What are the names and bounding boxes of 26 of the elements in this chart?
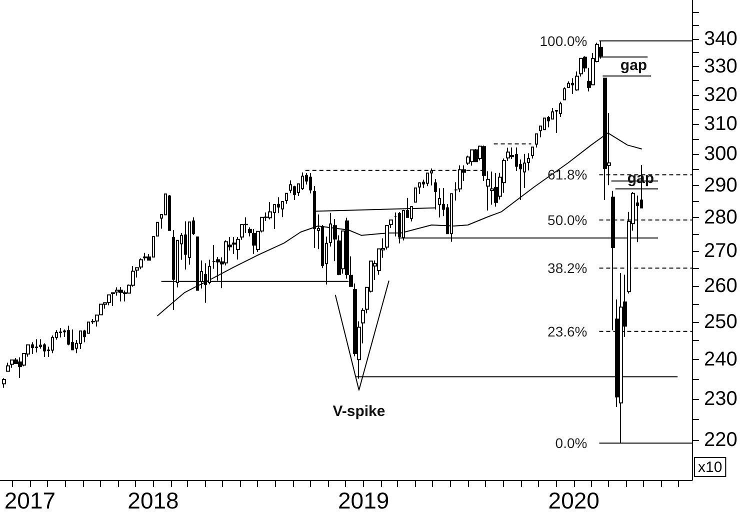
y-tick-label: 340	[704, 28, 738, 50]
y-tick-label: 240	[704, 348, 738, 371]
y-tick-label: 250	[704, 311, 738, 334]
y-tick-label: 320	[704, 84, 738, 106]
x-tick-label: 2020	[548, 488, 600, 514]
annotation: V-spike	[332, 403, 386, 420]
y-tick-label: 290	[704, 174, 738, 196]
x-tick-label: 2018	[128, 488, 179, 514]
y-tick-label: 280	[704, 206, 738, 229]
y-tick-label: 310	[704, 113, 738, 136]
y-tick-label: 330	[704, 55, 738, 78]
y-tick-label: 300	[704, 143, 738, 166]
annotation: 61.8%	[548, 166, 588, 183]
annotation: 50.0%	[548, 212, 588, 228]
y-tick-label: 270	[704, 240, 738, 262]
annotation: 23.6%	[548, 323, 588, 340]
y-tick-label: 260	[704, 274, 738, 297]
annotation: gap	[620, 56, 648, 74]
y-tick-label: 230	[704, 388, 738, 410]
annotation: 100.0%	[540, 32, 588, 49]
y-tick-label: 220	[704, 428, 738, 451]
annotation: 38.2%	[548, 260, 588, 276]
x-tick-label: 2019	[338, 488, 390, 514]
annotation: 0.0%	[555, 435, 588, 452]
x-tick-label: 2017	[4, 488, 56, 514]
y-axis-title: x10	[698, 459, 722, 476]
